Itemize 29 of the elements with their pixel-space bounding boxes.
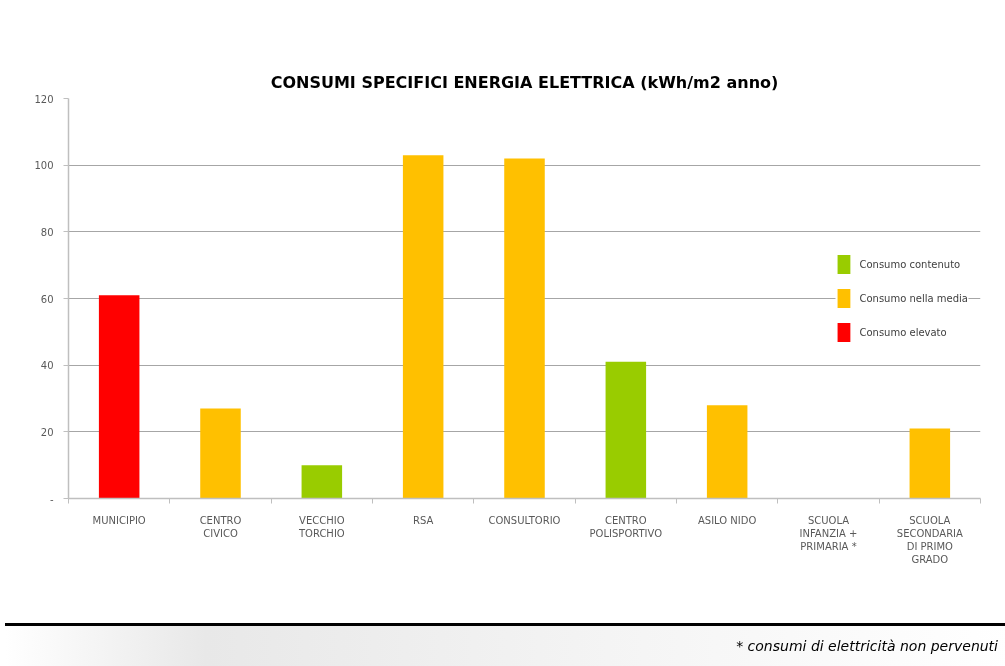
x-tick-label: VECCHIO TORCHIO — [297, 514, 345, 539]
bar — [200, 408, 241, 499]
bar — [301, 465, 343, 499]
bar — [605, 361, 647, 499]
y-tick-label: 60 — [40, 293, 54, 305]
bar — [504, 158, 545, 499]
text: * consumi di elettricità non pervenuti — [736, 637, 998, 656]
y-tick-label: 40 — [40, 360, 54, 372]
x-tick-label: ASILO NIDO — [697, 514, 757, 526]
y-tick-label: 100 — [34, 160, 54, 172]
x-tick-label: MUNICIPIO — [92, 514, 146, 526]
x-tick-label: RSA — [413, 514, 434, 526]
x-tick-label: SCUOLA SECONDARIA DI PRIMO GRADO — [896, 514, 964, 566]
x-tick-label: CONSULTORIO — [488, 514, 561, 526]
x-tick-label: CENTRO CIVICO — [199, 514, 242, 539]
y-tick-label: 120 — [34, 93, 54, 105]
legend-label: Consumo elevato — [859, 326, 947, 338]
legend-label: Consumo contenuto — [859, 258, 961, 270]
bar — [909, 428, 951, 499]
bar — [402, 155, 444, 499]
chart-title: CONSUMI SPECIFICI ENERGIA ELETTRICA (kWh/m2 anno) — [270, 72, 779, 92]
x-tick-label: SCUOLA INFANZIA + PRIMARIA * — [799, 514, 858, 552]
y-tick-label: - — [49, 493, 54, 505]
bar — [706, 405, 748, 499]
bar — [98, 295, 140, 499]
legend-label: Consumo nella media — [859, 292, 968, 304]
y-tick-label: 80 — [40, 226, 54, 238]
y-tick-label: 20 — [40, 426, 54, 438]
x-tick-label: CENTRO POLISPORTIVO — [589, 514, 663, 539]
